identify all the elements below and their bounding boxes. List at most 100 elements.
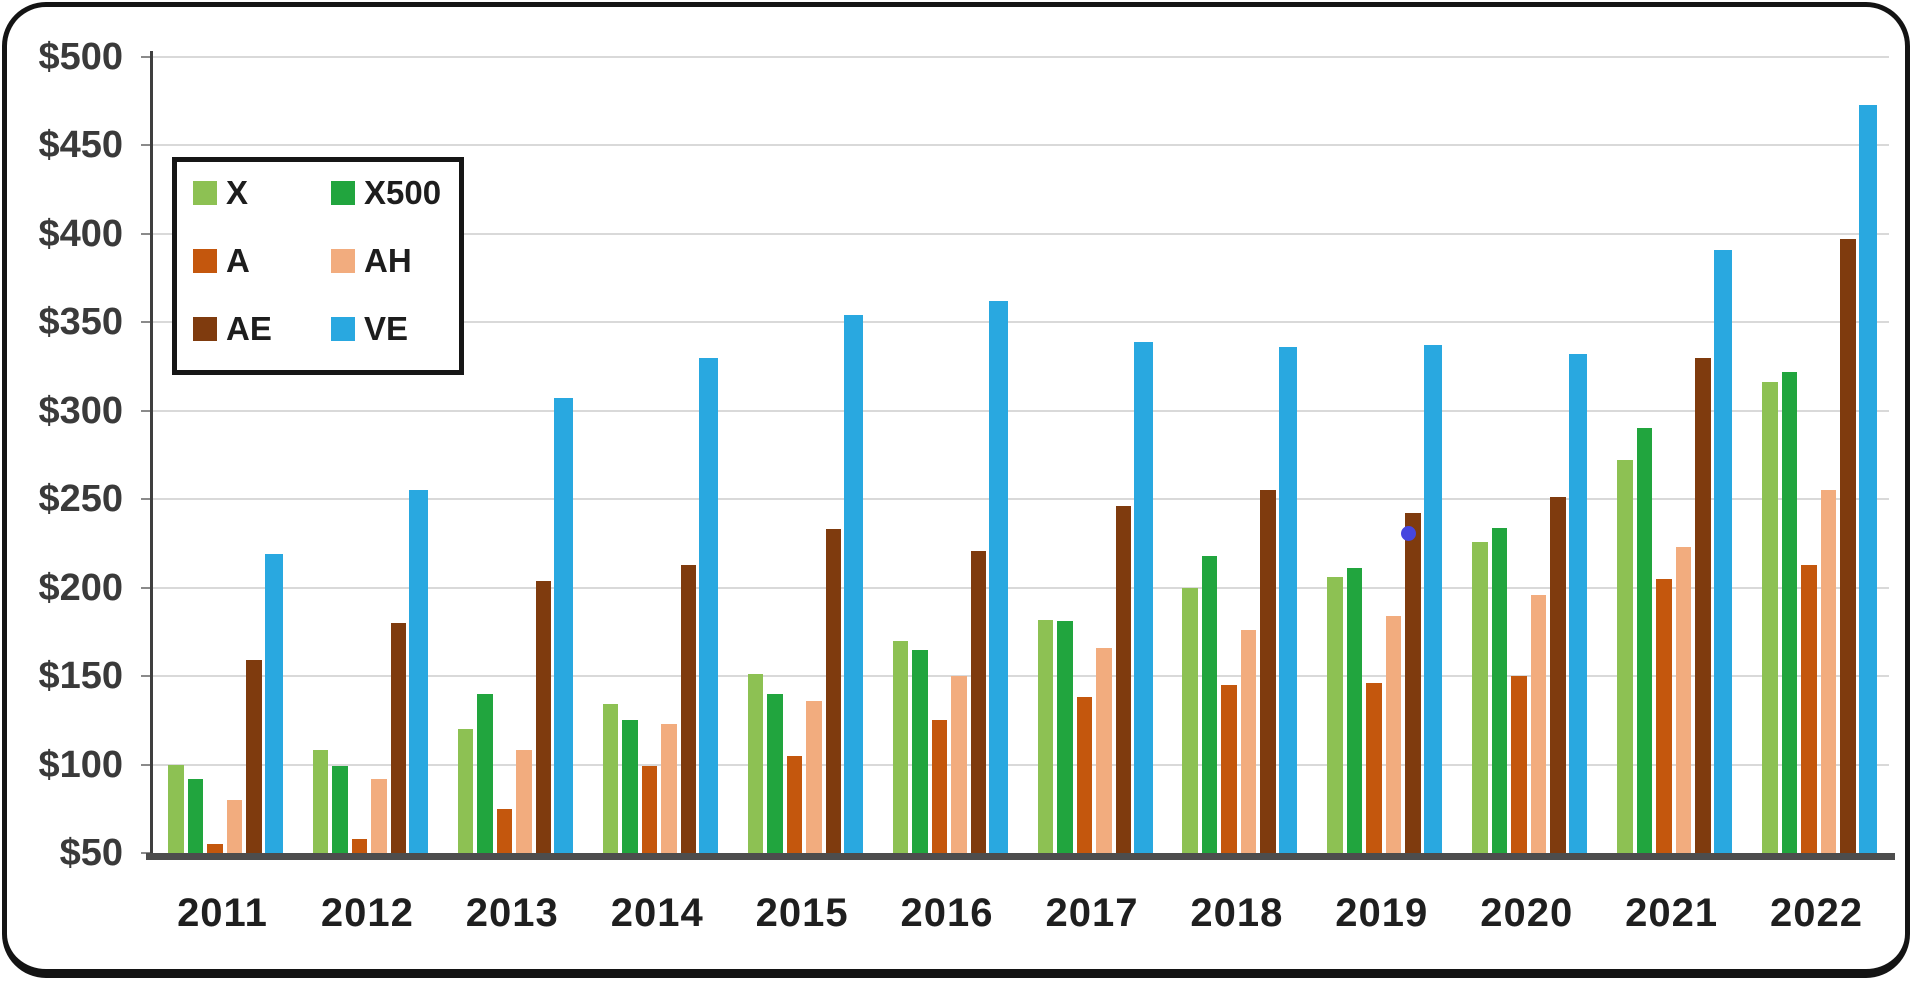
year-label-2012: 2012: [320, 891, 414, 935]
bar-A-2022: [1801, 564, 1817, 853]
y-tick-100: [141, 763, 150, 766]
year-label-2017: 2017: [1045, 891, 1139, 935]
gridline-100: [150, 763, 1889, 766]
bar-AH-2011: [226, 799, 242, 853]
bar-A-2019: [1366, 683, 1382, 853]
bar-X500-2022: [1781, 371, 1798, 853]
year-label-2020: 2020: [1480, 891, 1574, 935]
legend-label-AE: AE: [226, 310, 272, 347]
y-tick-200: [141, 586, 150, 589]
bar-X500-2013: [477, 693, 493, 853]
legend-swatch-AE: [193, 316, 217, 341]
bar-X-2017: [1037, 619, 1053, 853]
bar-X500-2011: [187, 778, 203, 853]
gridline-450: [150, 144, 1889, 147]
y-tick-label-350: $350: [38, 301, 123, 344]
y-tick-350: [141, 321, 150, 324]
y-tick-label-300: $300: [38, 389, 123, 432]
legend-label-X: X: [226, 174, 249, 211]
bar-X500-2018: [1201, 555, 1218, 853]
bar-X500-2017: [1057, 621, 1073, 853]
y-tick-300: [141, 409, 150, 412]
y-tick-250: [141, 498, 150, 501]
year-label-2021: 2021: [1625, 891, 1719, 935]
bar-AH-2014: [661, 723, 677, 853]
bar-VE-2019: [1423, 345, 1443, 853]
legend-label-VE: VE: [364, 310, 409, 347]
x-axis-line: [146, 853, 1895, 860]
bar-AH-2015: [806, 700, 822, 853]
y-tick-150: [141, 675, 150, 678]
year-label-2014: 2014: [610, 891, 704, 935]
bar-A-2013: [496, 808, 513, 853]
bar-X-2016: [892, 640, 909, 853]
bar-X500-2021: [1636, 428, 1653, 853]
bar-AE-2016: [970, 550, 987, 853]
bar-X-2021: [1617, 460, 1633, 853]
bar-AH-2018: [1240, 630, 1257, 853]
bar-AE-2013: [535, 580, 552, 853]
legend-swatch-X: [193, 180, 217, 205]
bar-AH-2022: [1820, 490, 1837, 853]
year-label-2018: 2018: [1190, 891, 1284, 935]
bar-X500-2016: [912, 649, 928, 853]
legend-swatch-A: [193, 248, 217, 273]
bar-AH-2013: [516, 750, 532, 853]
bar-AH-2021: [1675, 546, 1692, 853]
bar-A-2015: [786, 755, 803, 853]
legend-item-AH: AH: [331, 244, 412, 277]
bar-X500-2019: [1346, 568, 1363, 853]
y-tick-label-400: $400: [38, 212, 123, 255]
bar-VE-2017: [1134, 341, 1153, 853]
bar-A-2014: [641, 766, 658, 853]
year-label-2022: 2022: [1770, 891, 1864, 935]
year-label-2019: 2019: [1335, 891, 1429, 935]
legend-item-X500: X500: [331, 176, 441, 209]
y-tick-50: [141, 852, 150, 854]
bar-AE-2011: [246, 660, 262, 853]
bar-VE-2011: [264, 554, 283, 853]
bar-AE-2017: [1115, 506, 1131, 853]
bar-X-2019: [1327, 577, 1343, 853]
y-tick-label-500: $500: [38, 36, 123, 78]
bar-AE-2018: [1260, 490, 1276, 853]
legend-swatch-X500: [331, 180, 355, 205]
bar-X-2020: [1472, 541, 1488, 853]
legend-label-AH: AH: [364, 242, 412, 279]
bar-VE-2015: [844, 315, 863, 853]
legend-item-AE: AE: [193, 312, 272, 345]
bar-AE-2021: [1695, 357, 1711, 853]
gridline-150: [150, 675, 1889, 678]
bar-AH-2020: [1530, 594, 1547, 853]
gridline-400: [150, 232, 1889, 235]
y-tick-500: [141, 56, 150, 58]
bar-AE-2019: [1405, 513, 1421, 853]
legend-label-X500: X500: [364, 174, 442, 211]
legend-item-VE: VE: [331, 312, 408, 345]
bar-AE-2020: [1550, 497, 1566, 853]
bar-X500-2015: [767, 693, 783, 853]
legend-swatch-AH: [331, 248, 355, 273]
bar-X-2015: [747, 674, 764, 853]
bar-A-2021: [1656, 578, 1672, 853]
bar-A-2016: [931, 720, 948, 853]
bar-VE-2012: [409, 490, 428, 853]
bar-AH-2012: [371, 778, 387, 853]
bar-AH-2019: [1385, 615, 1402, 853]
year-label-2011: 2011: [177, 891, 268, 935]
y-tick-label-450: $450: [38, 124, 123, 167]
bar-X-2018: [1182, 587, 1198, 853]
bar-AE-2012: [390, 623, 407, 853]
bar-VE-2013: [554, 398, 573, 853]
bar-A-2020: [1511, 676, 1527, 853]
legend-item-X: X: [193, 176, 248, 209]
legend-swatch-VE: [331, 316, 355, 341]
y-tick-label-150: $150: [38, 655, 123, 698]
y-tick-label-250: $250: [38, 478, 123, 521]
gridline-200: [150, 586, 1889, 589]
bar-X500-2014: [622, 720, 638, 853]
legend: X X500 A AH AE VE: [172, 157, 464, 375]
y-tick-450: [141, 144, 150, 147]
bar-A-2012: [351, 838, 368, 853]
